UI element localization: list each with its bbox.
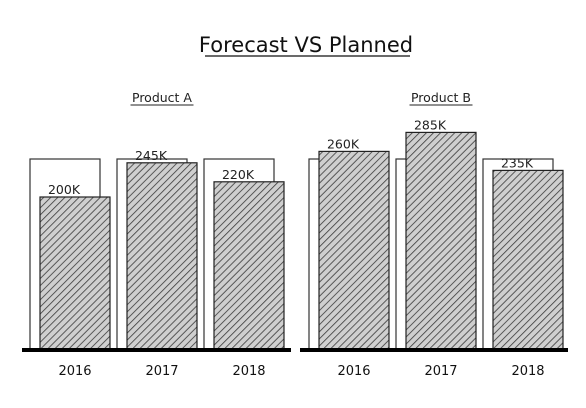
forecast-value-label: 220K	[222, 167, 255, 182]
forecast-bar	[405, 131, 477, 350]
forecast-bar	[39, 196, 111, 350]
x-tick-label: 2018	[232, 364, 265, 379]
x-tick-label: 2016	[337, 364, 370, 379]
panel-product-b: Product B 260K 2016 285K 2017 235K 2018	[300, 90, 568, 379]
forecast-bar	[126, 162, 198, 350]
forecast-value-label: 260K	[327, 136, 360, 151]
panel-title-product-a: Product A	[132, 90, 192, 105]
panel-title-product-b: Product B	[411, 90, 471, 105]
x-axis-baseline	[22, 348, 291, 352]
x-axis-baseline	[300, 348, 568, 352]
forecast-value-label: 285K	[414, 117, 447, 132]
chart-panels: Product A200K2016245K2017220K2018Product…	[22, 90, 568, 379]
panel-product-a: Product A 200K 2016 245K 2017 220K 2018	[22, 90, 291, 379]
forecast-bar	[318, 150, 390, 350]
chart-title: Forecast VS Planned	[199, 33, 413, 57]
forecast-bar	[213, 181, 285, 350]
forecast-value-label: 245K	[135, 148, 168, 163]
forecast-bar	[492, 169, 564, 350]
forecast-value-label: 235K	[501, 155, 534, 170]
forecast-value-label: 200K	[48, 182, 81, 197]
x-tick-label: 2016	[58, 364, 91, 379]
x-tick-label: 2017	[145, 364, 178, 379]
x-tick-label: 2017	[424, 364, 457, 379]
x-tick-label: 2018	[511, 364, 544, 379]
